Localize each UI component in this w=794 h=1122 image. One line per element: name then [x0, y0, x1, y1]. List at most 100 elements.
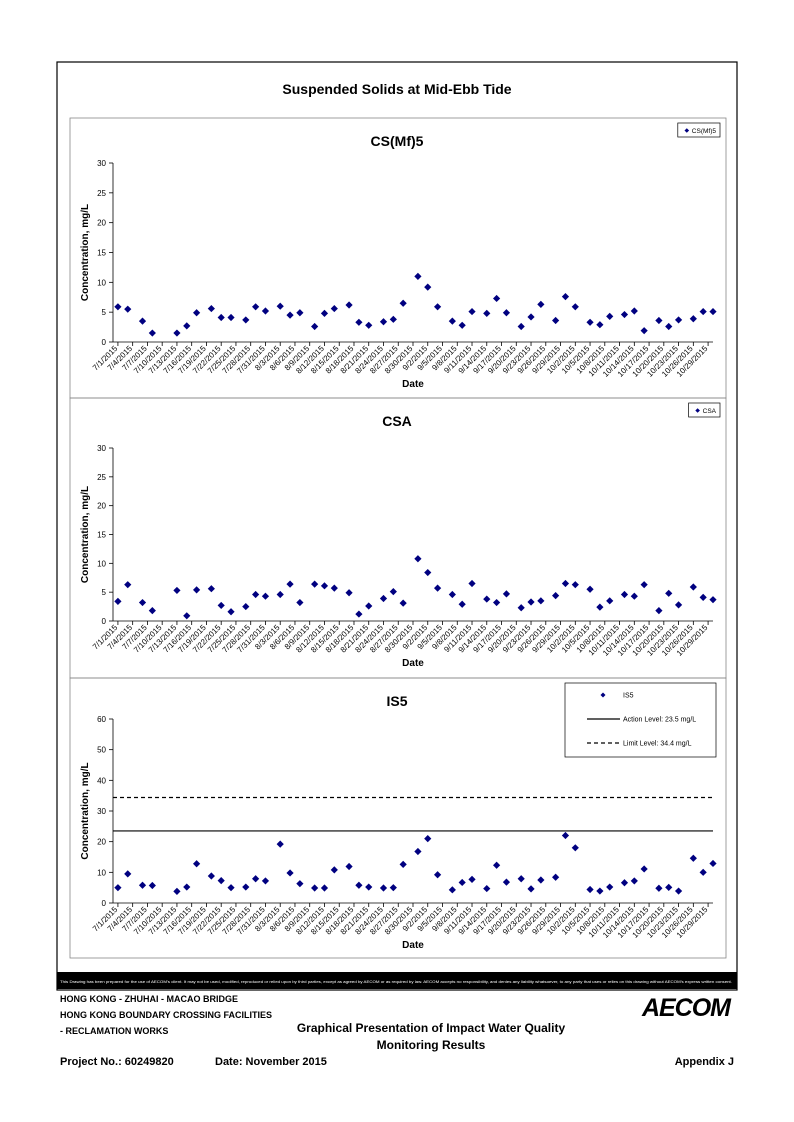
y-tick-label: 25: [97, 473, 106, 482]
data-point: [379, 318, 388, 326]
data-point: [276, 302, 284, 310]
data-point: [493, 598, 501, 607]
x-axis-label: Date: [402, 658, 424, 669]
data-point: [655, 884, 663, 892]
legend-label: Limit Level: 34.4 mg/L: [623, 741, 692, 748]
legend-label: CSA: [703, 408, 717, 415]
data-point: [561, 831, 570, 840]
data-point: [311, 322, 319, 331]
data-point: [630, 307, 638, 315]
data-point: [424, 835, 432, 843]
data-point: [242, 883, 250, 891]
data-point: [173, 329, 181, 337]
y-tick-label: 60: [97, 715, 106, 724]
data-point: [183, 883, 191, 891]
y-tick-label: 15: [97, 249, 106, 258]
data-point: [640, 581, 648, 589]
data-point: [217, 877, 225, 885]
data-point: [320, 582, 329, 590]
data-point: [389, 315, 397, 323]
data-point: [207, 585, 215, 593]
legend: CS(Mf)5: [677, 122, 721, 138]
project-line: - RECLAMATION WORKS: [60, 1026, 168, 1036]
data-point: [227, 608, 235, 616]
data-point: [448, 590, 456, 599]
data-point: [148, 607, 156, 615]
data-point: [655, 316, 663, 325]
data-point: [414, 272, 422, 280]
data-point: [596, 321, 604, 329]
project-line: HONG KONG BOUNDARY CROSSING FACILITIES: [60, 1010, 272, 1020]
chart-panel: [69, 677, 727, 959]
data-point: [674, 601, 683, 609]
data-point: [296, 309, 304, 317]
y-tick-label: 20: [97, 219, 106, 228]
chart-title: CS(Mf)5: [371, 133, 424, 149]
y-tick-label: 5: [102, 588, 107, 597]
data-point: [330, 866, 338, 874]
data-point: [665, 589, 673, 597]
y-axis-label: Concentration, mg/L: [80, 204, 91, 301]
data-point: [148, 329, 156, 337]
data-point: [689, 315, 697, 323]
y-tick-label: 30: [97, 159, 106, 168]
data-point: [173, 887, 181, 895]
data-point: [114, 303, 122, 311]
data-point: [502, 590, 511, 598]
data-point: [640, 327, 648, 335]
data-point: [606, 597, 614, 605]
data-point: [320, 309, 329, 317]
data-point: [458, 600, 466, 608]
data-point: [468, 307, 476, 316]
data-point: [124, 581, 132, 589]
data-point: [502, 878, 511, 886]
y-tick-label: 10: [97, 868, 106, 877]
data-point: [674, 887, 683, 895]
data-point: [345, 301, 353, 309]
data-point: [242, 602, 250, 611]
data-point: [596, 603, 604, 611]
data-point: [355, 610, 363, 618]
data-point: [296, 880, 304, 888]
data-point: [561, 293, 570, 301]
legend: CSA: [688, 402, 721, 418]
data-point: [389, 884, 397, 892]
logo: AECOM: [641, 994, 732, 1022]
data-point: [217, 313, 225, 322]
y-tick-label: 30: [97, 807, 106, 816]
data-point: [207, 304, 215, 313]
data-point: [399, 860, 407, 868]
chart-title: CSA: [382, 413, 412, 429]
data-point: [114, 884, 122, 892]
data-point: [227, 884, 235, 892]
data-point: [276, 840, 284, 848]
data-point: [586, 885, 594, 894]
data-point: [138, 598, 147, 607]
data-point: [365, 321, 373, 329]
project-line: HONG KONG - ZHUHAI - MACAO BRIDGE: [60, 994, 238, 1004]
y-tick-label: 10: [97, 278, 106, 287]
data-point: [571, 581, 579, 589]
data-point: [448, 886, 456, 894]
data-point: [193, 860, 201, 868]
disclaimer-bar: [57, 972, 737, 989]
data-point: [424, 568, 432, 577]
data-point: [193, 309, 201, 317]
data-point: [433, 303, 442, 311]
data-point: [414, 555, 422, 563]
data-point: [399, 299, 407, 307]
y-tick-label: 5: [102, 308, 107, 317]
data-point: [483, 309, 491, 317]
data-point: [552, 316, 560, 325]
data-point: [689, 854, 697, 862]
data-point: [433, 584, 442, 592]
data-point: [252, 590, 260, 599]
legend-box: [677, 122, 721, 138]
x-axis-label: Date: [402, 379, 424, 390]
data-point: [458, 321, 466, 329]
data-point: [709, 596, 717, 604]
data-point: [517, 875, 525, 883]
data-point: [458, 878, 466, 887]
